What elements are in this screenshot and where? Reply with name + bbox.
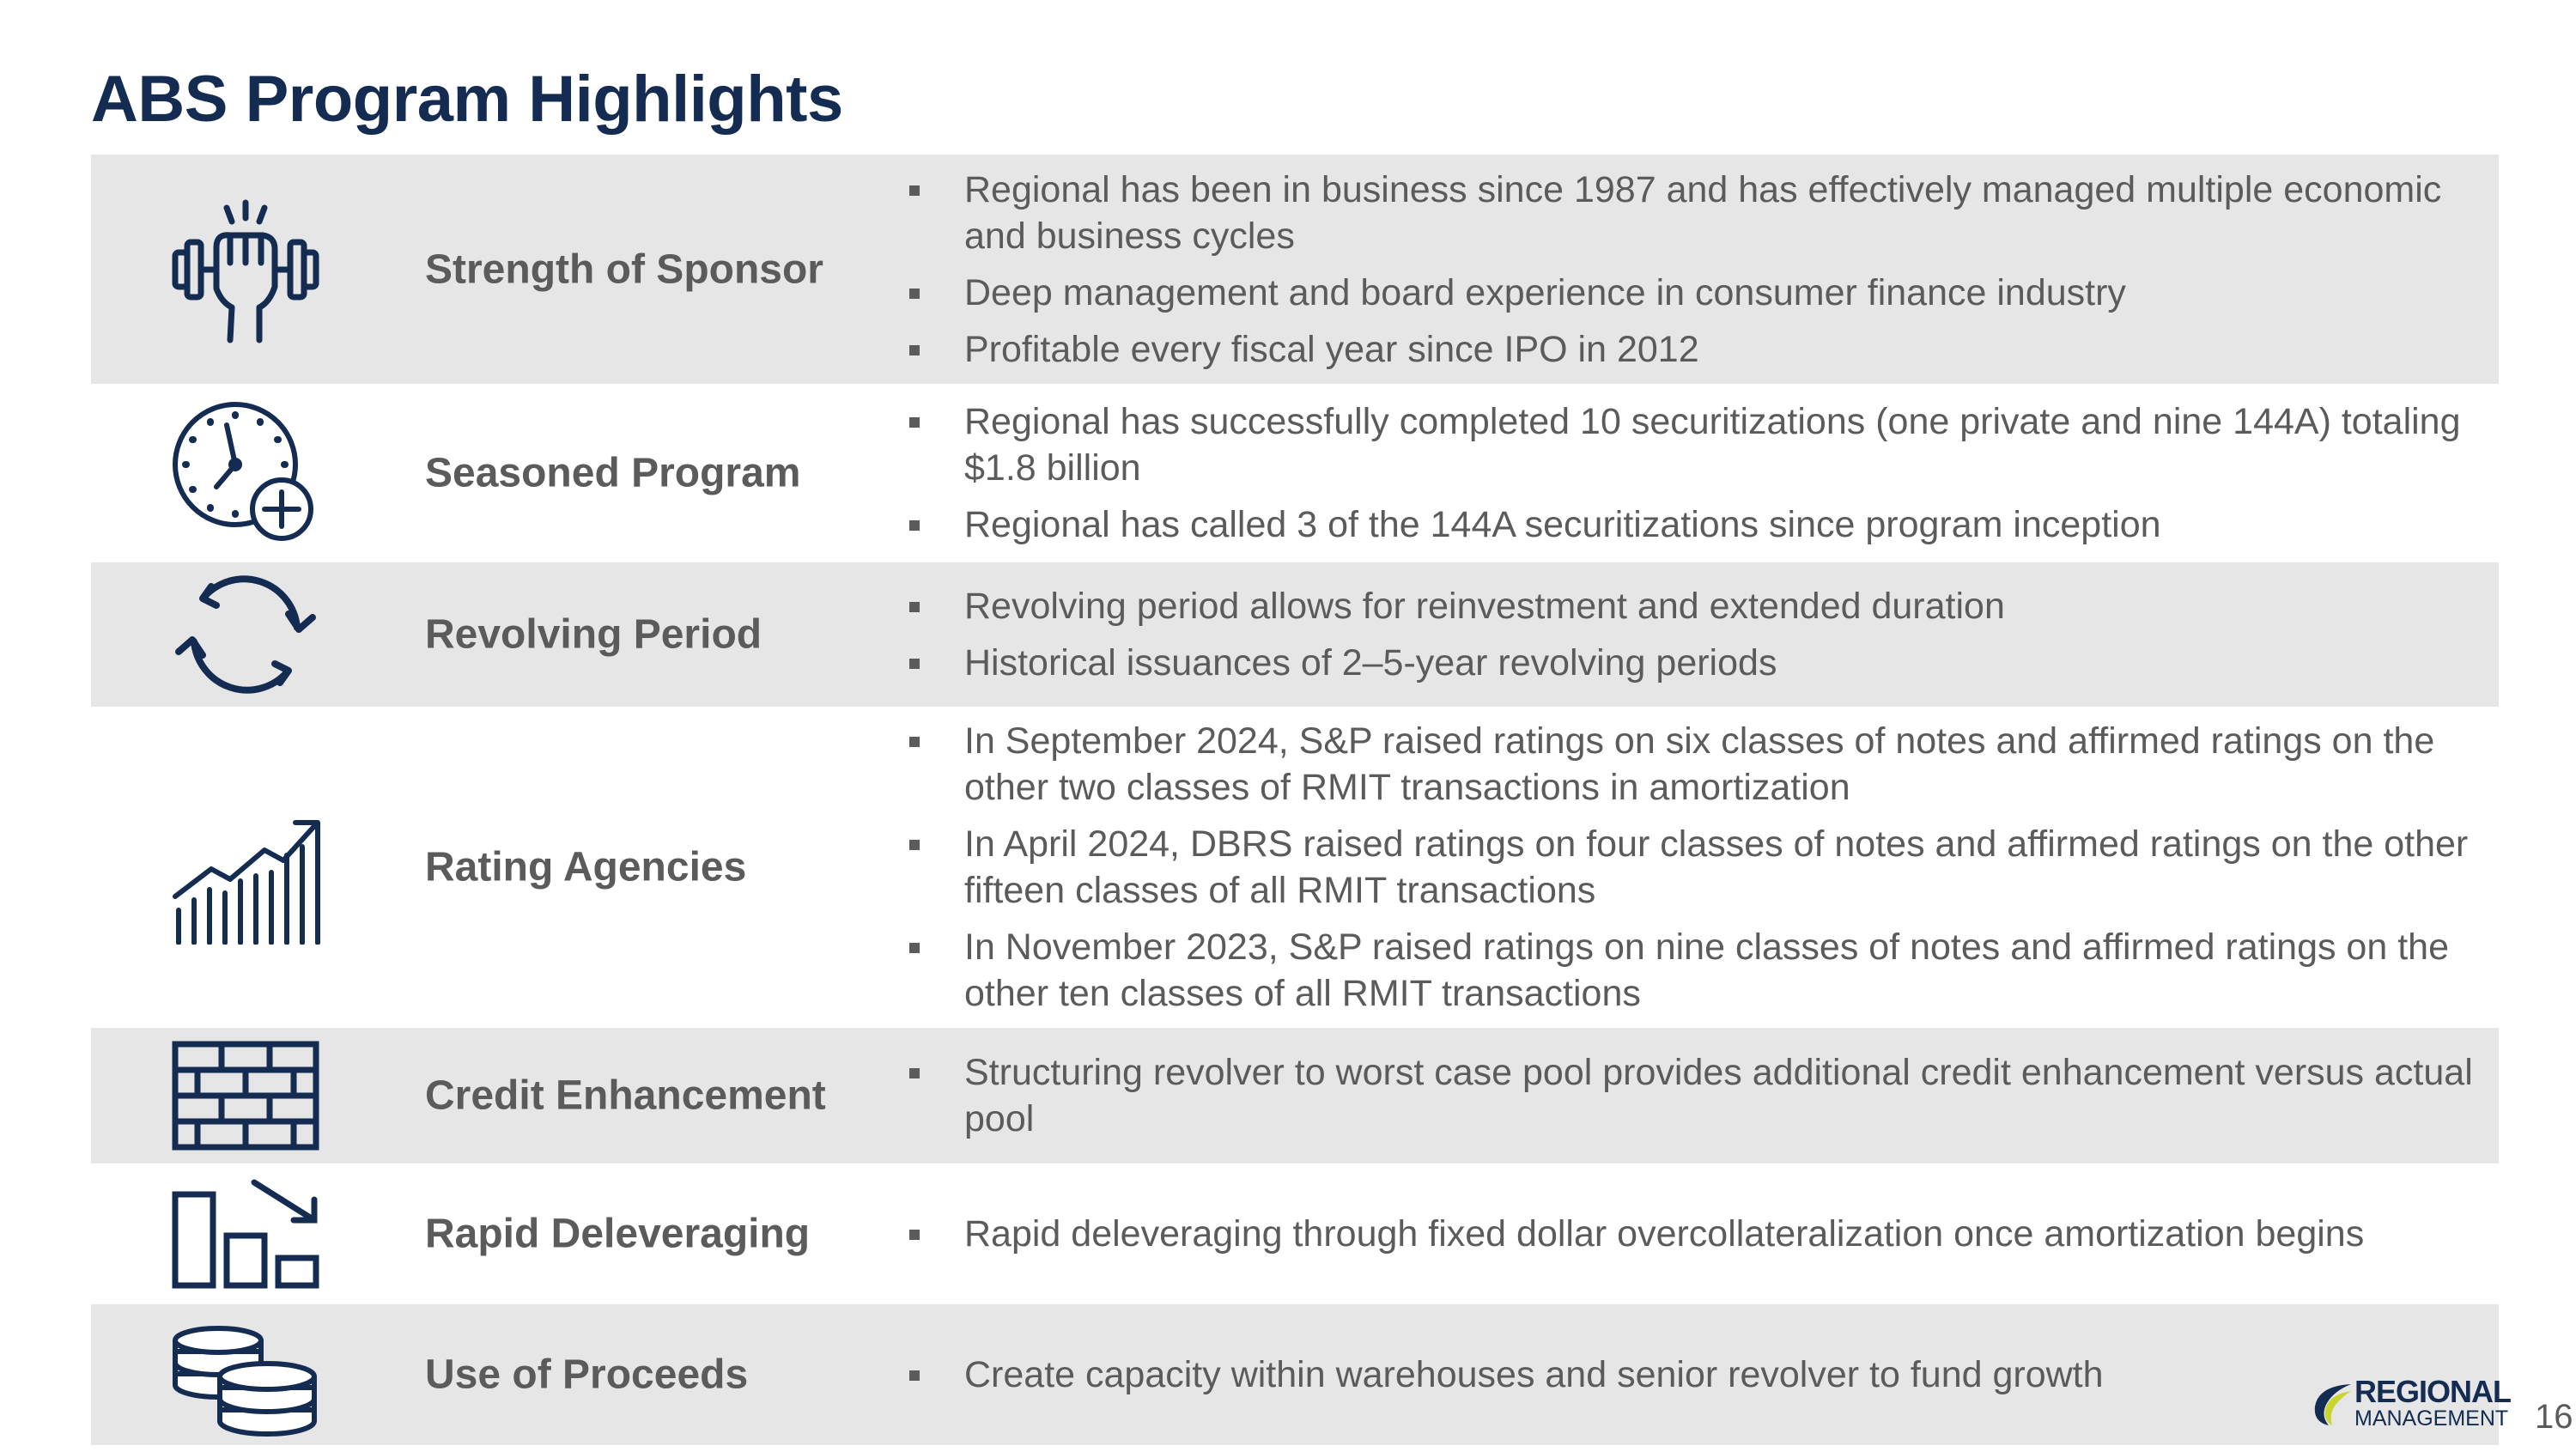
revolving-arrows-icon [168,557,323,712]
page-number: 16 [2535,1398,2573,1436]
highlight-row-credit-enhancement: Credit Enhancement Structuring revolver … [91,1028,2499,1163]
bullet-list: Create capacity within warehouses and se… [904,1341,2482,1408]
highlight-row-rating-agencies: Rating Agencies In September 2024, S&P r… [91,707,2499,1028]
bullet-list: Regional has successfully completed 10 s… [904,388,2482,558]
row-label: Strength of Sponsor [425,246,823,292]
bullet-item: Regional has been in business since 1987… [904,167,2482,259]
highlight-row-rapid-deleveraging: Rapid Deleveraging Rapid deleveraging th… [91,1163,2499,1304]
bullet-item: In September 2024, S&P raised ratings on… [904,718,2482,811]
bullet-item: In November 2023, S&P raised ratings on … [904,924,2482,1017]
bullet-item: Create capacity within warehouses and se… [904,1352,2482,1398]
row-label: Revolving Period [425,611,762,658]
logo-swoosh-icon [2314,1384,2351,1425]
bullet-item: Regional has successfully completed 10 s… [904,398,2482,491]
clock-plus-icon [168,396,323,550]
logo-wordmark: REGIONAL [2354,1374,2512,1409]
highlight-row-seasoned-program: Seasoned Program Regional has successful… [91,384,2499,562]
highlights-table: Strength of Sponsor Regional has been in… [91,155,2499,1445]
bullet-list: Revolving period allows for reinvestment… [904,573,2482,696]
bullet-list: In September 2024, S&P raised ratings on… [904,708,2482,1027]
logo-subtitle: MANAGEMENT [2354,1406,2509,1431]
bullet-item: Regional has called 3 of the 144A securi… [904,501,2482,548]
page-title: ABS Program Highlights [91,63,843,136]
row-label: Rating Agencies [425,844,747,890]
bullet-item: Deep management and board experience in … [904,270,2482,316]
row-label: Seasoned Program [425,450,801,496]
row-label: Use of Proceeds [425,1352,749,1398]
highlight-row-strength-of-sponsor: Strength of Sponsor Regional has been in… [91,155,2499,384]
regional-management-logo: REGIONAL MANAGEMENT [2310,1374,2533,1434]
brick-wall-icon [168,1018,323,1173]
bullet-item: Revolving period allows for reinvestment… [904,583,2482,629]
highlight-row-use-of-proceeds: Use of Proceeds Create capacity within w… [91,1304,2499,1445]
bullet-item: In April 2024, DBRS raised ratings on fo… [904,821,2482,914]
row-label: Rapid Deleveraging [425,1211,811,1257]
bullet-item: Rapid deleveraging through fixed dollar … [904,1211,2482,1257]
strength-dumbbell-icon [168,192,323,347]
coin-stacks-icon [168,1297,323,1452]
bullet-list: Structuring revolver to worst case pool … [904,1039,2482,1152]
bullet-list: Rapid deleveraging through fixed dollar … [904,1200,2482,1267]
bullet-item: Profitable every fiscal year since IPO i… [904,326,2482,373]
bullet-item: Structuring revolver to worst case pool … [904,1049,2482,1142]
row-label: Credit Enhancement [425,1072,826,1119]
bullet-item: Historical issuances of 2–5-year revolvi… [904,640,2482,686]
growth-chart-icon [168,790,323,945]
bullet-list: Regional has been in business since 1987… [904,156,2482,383]
declining-bars-icon [168,1157,323,1311]
highlight-row-revolving-period: Revolving Period Revolving period allows… [91,562,2499,707]
